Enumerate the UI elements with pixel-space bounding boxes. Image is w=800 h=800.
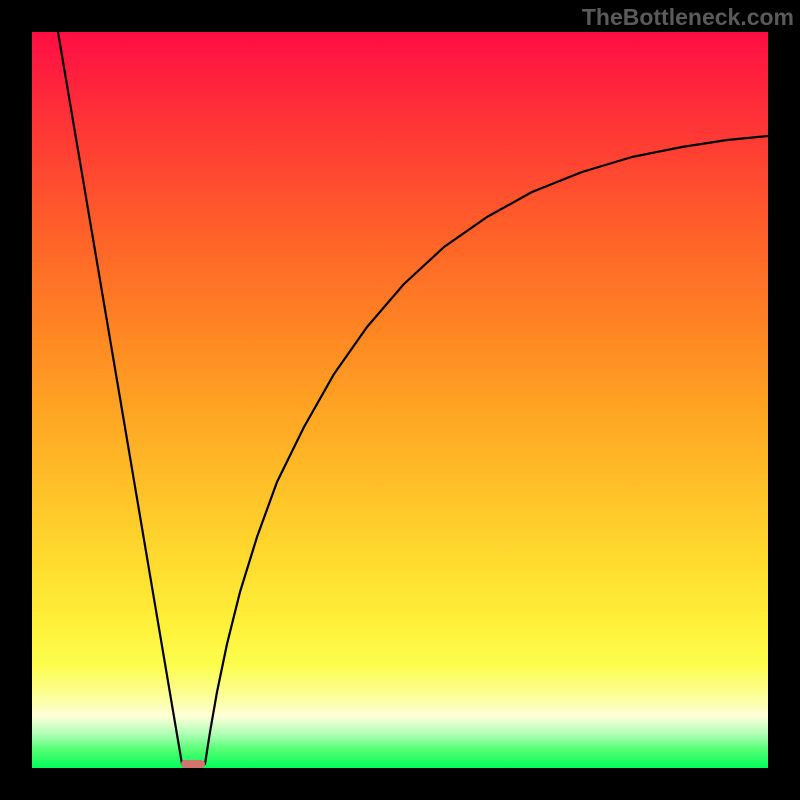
watermark-text: TheBottleneck.com [582, 4, 794, 31]
plot-area [32, 32, 768, 768]
chart-container: TheBottleneck.com [0, 0, 800, 800]
bottleneck-curve [32, 32, 768, 768]
